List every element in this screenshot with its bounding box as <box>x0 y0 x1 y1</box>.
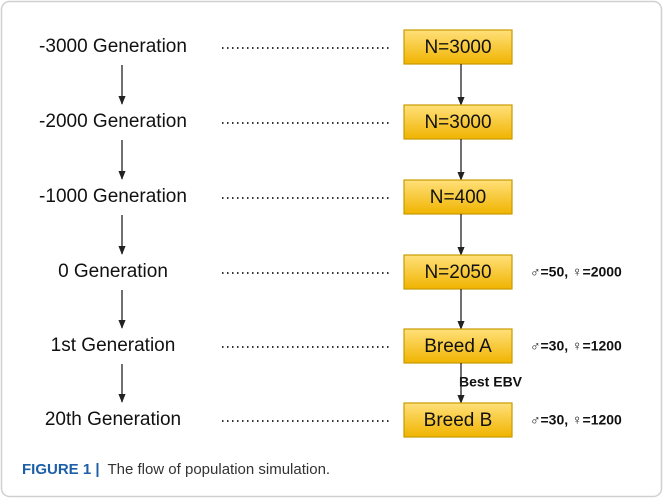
caption-text: The flow of population simulation. <box>107 461 330 478</box>
arrow-label: Best EBV <box>459 374 523 390</box>
generation-label: 1st Generation <box>51 335 176 356</box>
population-box <box>403 328 513 364</box>
population-label: N=3000 <box>424 37 491 58</box>
generation-label: -3000 Generation <box>39 36 187 57</box>
population-box <box>403 254 513 290</box>
population-box <box>403 402 513 438</box>
generation-label: -2000 Generation <box>39 111 187 132</box>
population-label: N=2050 <box>424 262 491 283</box>
population-box <box>403 104 513 140</box>
generation-label: 20th Generation <box>45 409 181 430</box>
sex-ratio-note: ♂=30, ♀=1200 <box>530 412 622 428</box>
population-label: N=400 <box>430 187 487 208</box>
population-label: N=3000 <box>424 112 491 133</box>
population-box <box>403 29 513 65</box>
caption-label: FIGURE 1 | <box>22 461 100 478</box>
generation-label: -1000 Generation <box>39 186 187 207</box>
population-box <box>403 179 513 215</box>
sex-ratio-note: ♂=30, ♀=1200 <box>530 338 622 354</box>
sex-ratio-note: ♂=50, ♀=2000 <box>530 264 622 280</box>
population-label: Breed B <box>424 410 493 431</box>
population-label: Breed A <box>424 336 492 357</box>
generation-label: 0 Generation <box>58 261 168 282</box>
caption: FIGURE 1 | The flow of population simula… <box>22 461 330 478</box>
